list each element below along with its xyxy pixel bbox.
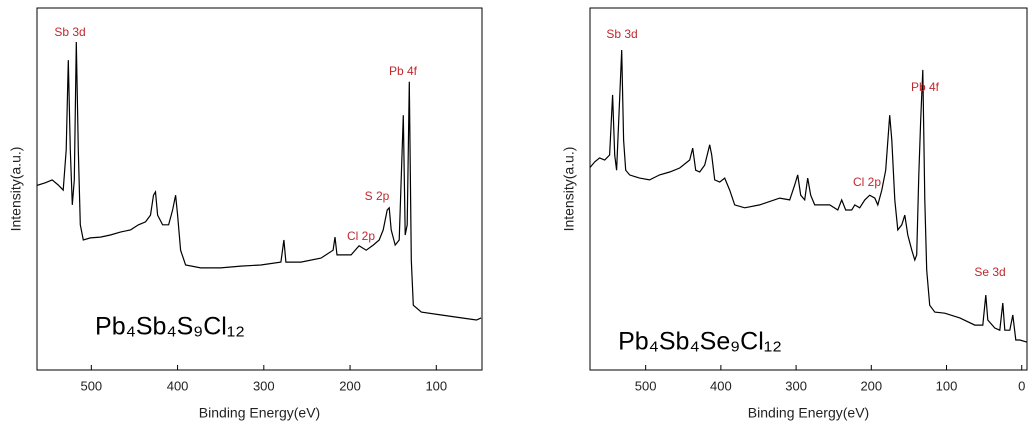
sample-label: Pb₄Sb₄Se₉Cl₁₂	[618, 328, 782, 356]
x-tick-label: 200	[860, 378, 882, 393]
peak-label: Se 3d	[974, 265, 1005, 279]
x-tick-label: 500	[635, 378, 657, 393]
sample-label: Pb₄Sb₄S₉Cl₁₂	[95, 313, 245, 341]
y-axis-label: Intensity(a.u.)	[561, 147, 577, 232]
peak-label: Pb 4f	[389, 64, 418, 78]
x-axis-label: Binding Energy(eV)	[748, 405, 869, 421]
plot-frame	[36, 7, 483, 371]
x-tick-label: 300	[253, 378, 275, 393]
x-axis-label: Binding Energy(eV)	[199, 405, 320, 421]
x-tick-label: 400	[710, 378, 732, 393]
peak-label: Sb 3d	[54, 25, 85, 39]
x-tick-label: 0	[1018, 378, 1025, 393]
peak-label: Sb 3d	[606, 27, 637, 41]
plot-frame	[589, 7, 1028, 371]
x-tick-label: 300	[785, 378, 807, 393]
x-tick-label: 500	[80, 378, 102, 393]
x-tick-label: 100	[936, 378, 958, 393]
peak-label: Pb 4f	[911, 80, 940, 94]
peak-label: Cl 2p	[347, 229, 375, 243]
spectrum-line	[37, 41, 482, 321]
peak-label: Cl 2p	[853, 175, 881, 189]
x-tick-label: 400	[167, 378, 189, 393]
spectrum-line	[590, 49, 1027, 343]
y-axis-label: Intensity(a.u.)	[8, 147, 24, 232]
peak-label: S 2p	[365, 189, 390, 203]
x-tick-label: 100	[425, 378, 447, 393]
x-tick-label: 200	[339, 378, 361, 393]
